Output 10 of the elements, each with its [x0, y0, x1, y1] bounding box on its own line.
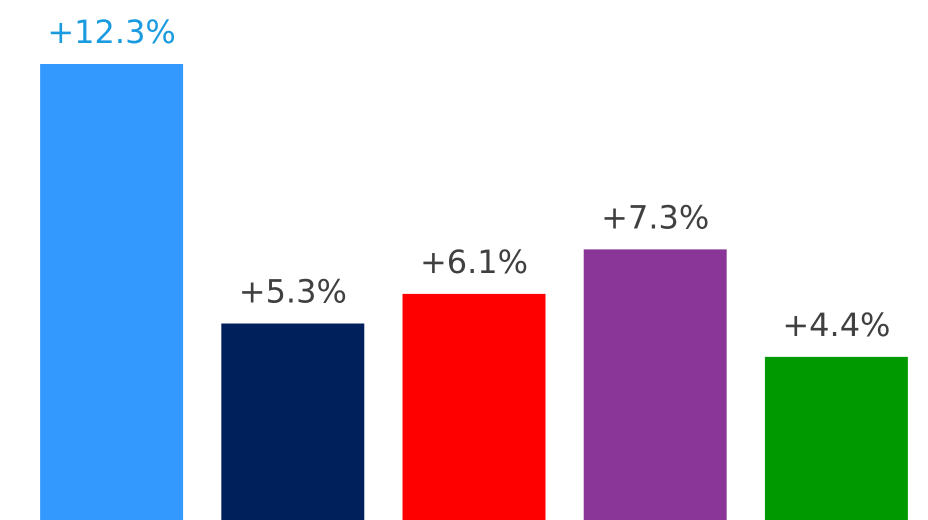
data-label: +5.3% [238, 272, 347, 311]
bar [40, 64, 184, 520]
data-label: +7.3% [601, 198, 710, 236]
bar [764, 356, 908, 520]
data-label: +12.3% [47, 13, 176, 51]
bar [402, 294, 546, 520]
bar [584, 249, 727, 520]
bar [221, 324, 364, 520]
data-label: +6.1% [420, 242, 528, 281]
data-label: +4.4% [782, 306, 890, 344]
